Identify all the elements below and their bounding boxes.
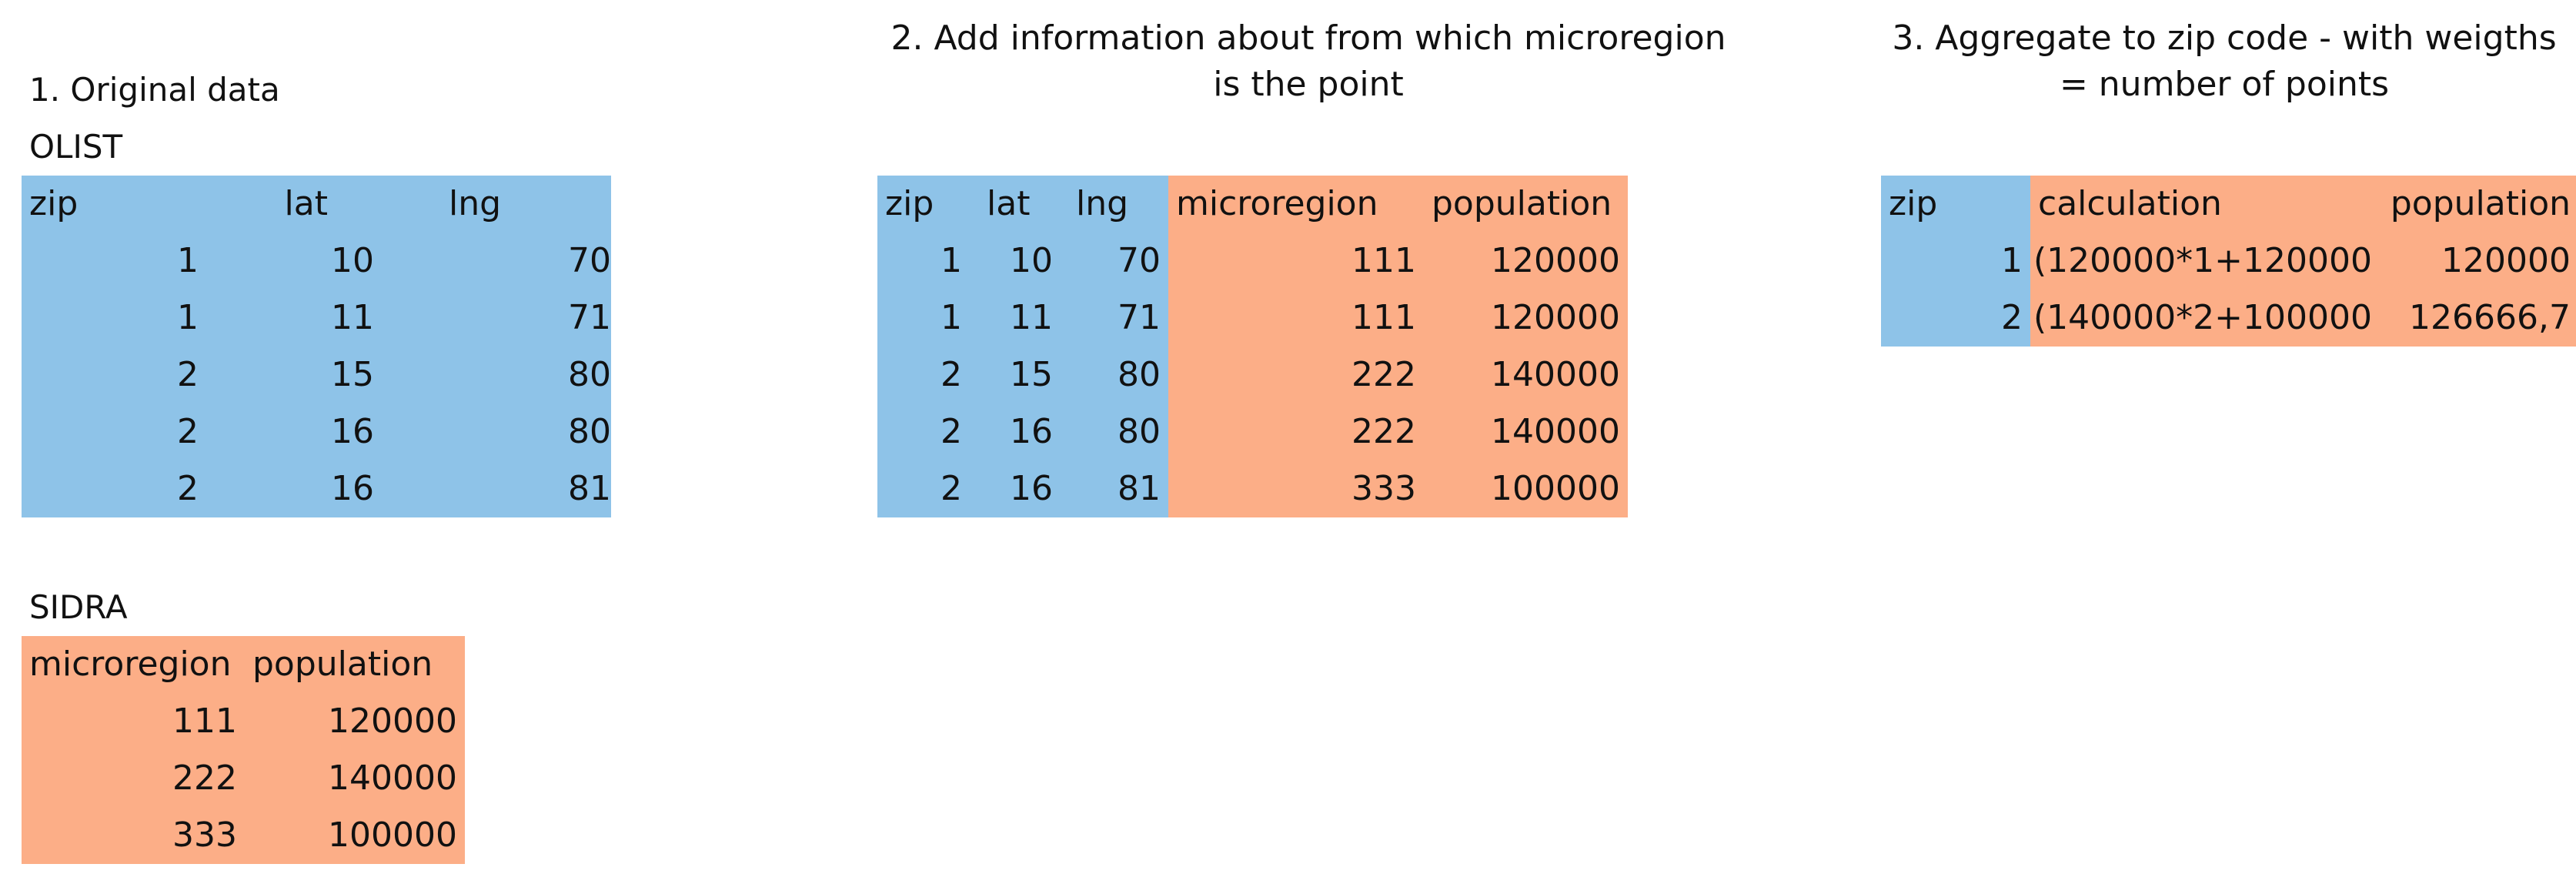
step2-cell: 120000 <box>1424 290 1628 347</box>
step3-cell: (140000*2+100000 <box>2030 290 2381 347</box>
olist-cell: 15 <box>206 347 382 403</box>
step2-cell: 80 <box>1061 403 1168 460</box>
step2-cell: 222 <box>1168 403 1424 460</box>
step2-cell: 80 <box>1061 347 1168 403</box>
sidra-header-microregion: microregion <box>22 636 245 693</box>
step2-cell: 2 <box>877 347 970 403</box>
step3-cell: 120000 <box>2381 233 2576 290</box>
step2-cell: 120000 <box>1424 233 1628 290</box>
olist-cell: 1 <box>22 233 206 290</box>
step3-cell: (120000*1+120000 <box>2030 233 2381 290</box>
step2-cell: 16 <box>970 460 1061 517</box>
step2-cell: 111 <box>1168 233 1424 290</box>
step2-header-zip: zip <box>877 176 970 233</box>
step3-cell: 126666,7 <box>2381 290 2576 347</box>
olist-cell <box>382 233 568 290</box>
step2-cell: 16 <box>970 403 1061 460</box>
step3-table: zip calculation population 1 (120000*1+1… <box>1881 176 2576 347</box>
step2-cell: 2 <box>877 460 970 517</box>
olist-header-lng: lng <box>382 176 568 233</box>
olist-cell <box>382 460 568 517</box>
olist-cell: 80 <box>568 403 611 460</box>
step2-cell: 81 <box>1061 460 1168 517</box>
olist-cell: 16 <box>206 403 382 460</box>
step3-header-zip: zip <box>1881 176 2030 233</box>
step2-table: zip lat lng microregion population 1 10 … <box>877 176 1628 517</box>
step3-cell: 1 <box>1881 233 2030 290</box>
sidra-cell: 111 <box>22 693 245 750</box>
step2-cell: 1 <box>877 290 970 347</box>
step1-title: 1. Original data <box>29 71 280 109</box>
olist-cell <box>382 403 568 460</box>
olist-cell: 71 <box>568 290 611 347</box>
sidra-cell: 100000 <box>245 807 465 864</box>
sidra-cell: 222 <box>22 750 245 807</box>
step2-cell: 10 <box>970 233 1061 290</box>
step2-cell: 111 <box>1168 290 1424 347</box>
olist-cell: 2 <box>22 347 206 403</box>
step3-title-line1: 3. Aggregate to zip code - with weigths <box>1892 18 2557 58</box>
sidra-cell: 333 <box>22 807 245 864</box>
olist-cell <box>382 290 568 347</box>
olist-label: OLIST <box>29 128 123 166</box>
step3-title-line2: = number of points <box>2059 65 2390 104</box>
olist-cell: 1 <box>22 290 206 347</box>
olist-cell: 10 <box>206 233 382 290</box>
step3-header-population: population <box>2381 176 2576 233</box>
step3-title: 3. Aggregate to zip code - with weigths … <box>1878 15 2571 108</box>
step2-header-lng: lng <box>1061 176 1168 233</box>
sidra-cell: 120000 <box>245 693 465 750</box>
sidra-cell: 140000 <box>245 750 465 807</box>
step2-cell: 15 <box>970 347 1061 403</box>
olist-cell: 70 <box>568 233 611 290</box>
olist-cell: 80 <box>568 347 611 403</box>
step3-header-calculation: calculation <box>2030 176 2381 233</box>
olist-cell: 2 <box>22 460 206 517</box>
sidra-label: SIDRA <box>29 588 128 626</box>
olist-table: zip lat lng 1 10 70 1 11 71 2 15 80 2 16… <box>22 176 611 517</box>
olist-cell: 2 <box>22 403 206 460</box>
step2-cell: 2 <box>877 403 970 460</box>
step2-cell: 70 <box>1061 233 1168 290</box>
step2-title: 2. Add information about from which micr… <box>847 15 1770 108</box>
olist-cell: 11 <box>206 290 382 347</box>
step2-title-line2: is the point <box>1213 65 1404 104</box>
sidra-table: microregion population 111 120000 222 14… <box>22 636 465 864</box>
step2-cell: 333 <box>1168 460 1424 517</box>
step3-cell: 2 <box>1881 290 2030 347</box>
step2-cell: 140000 <box>1424 403 1628 460</box>
step2-header-microregion: microregion <box>1168 176 1424 233</box>
sidra-header-population: population <box>245 636 465 693</box>
olist-cell <box>382 347 568 403</box>
step2-cell: 71 <box>1061 290 1168 347</box>
step2-header-lat: lat <box>970 176 1061 233</box>
olist-header-zip: zip <box>22 176 206 233</box>
olist-cell: 16 <box>206 460 382 517</box>
olist-cell: 81 <box>568 460 611 517</box>
step2-cell: 1 <box>877 233 970 290</box>
step2-cell: 100000 <box>1424 460 1628 517</box>
step2-title-line1: 2. Add information about from which micr… <box>890 18 1726 58</box>
step2-cell: 222 <box>1168 347 1424 403</box>
step2-cell: 11 <box>970 290 1061 347</box>
olist-header-lat: lat <box>206 176 382 233</box>
step2-header-population: population <box>1424 176 1628 233</box>
step2-cell: 140000 <box>1424 347 1628 403</box>
olist-header-empty <box>568 176 611 233</box>
